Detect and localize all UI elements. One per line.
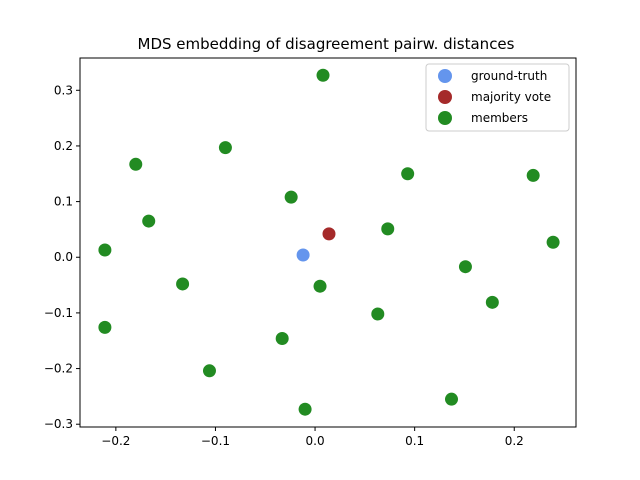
point-members	[316, 68, 330, 82]
legend-label: ground-truth	[471, 69, 547, 83]
y-tick-label: 0.3	[54, 83, 73, 97]
y-tick-label: −0.1	[44, 306, 73, 320]
y-tick-label: 0.2	[54, 139, 73, 153]
x-tick-label: 0.0	[306, 434, 325, 448]
point-members	[313, 279, 327, 293]
point-members	[284, 190, 298, 204]
point-members	[275, 332, 289, 346]
legend-box	[425, 63, 570, 132]
x-axis: −0.2 −0.1 0.0 0.1 0.2	[101, 427, 524, 448]
y-tick-label: 0.1	[54, 195, 73, 209]
x-tick-label: −0.2	[101, 434, 130, 448]
point-members	[401, 167, 415, 181]
data-points	[98, 68, 560, 416]
point-members	[202, 364, 216, 378]
x-tick-label: 0.1	[405, 434, 424, 448]
point-members	[218, 141, 232, 155]
point-members	[298, 402, 312, 416]
point-members	[546, 235, 560, 249]
point-members	[142, 214, 156, 228]
x-tick-label: −0.1	[201, 434, 230, 448]
legend-marker	[438, 69, 452, 83]
point-members	[98, 243, 112, 257]
point-members	[485, 295, 499, 309]
x-tick-label: 0.2	[505, 434, 524, 448]
y-tick-label: 0.0	[54, 250, 73, 264]
legend-label: majority vote	[471, 90, 551, 104]
chart-title: MDS embedding of disagreement pairw. dis…	[138, 35, 515, 53]
y-axis: −0.3 −0.2 −0.1 0.0 0.1 0.2 0.3	[44, 83, 80, 431]
point-members	[526, 168, 540, 182]
legend: ground-truth majority vote members	[425, 63, 570, 132]
point-members	[129, 157, 143, 171]
legend-marker	[438, 111, 452, 125]
point-members	[381, 222, 395, 236]
point-members	[445, 392, 459, 406]
legend-label: members	[471, 111, 528, 125]
point-majority-vote	[322, 227, 336, 241]
point-members	[98, 320, 112, 334]
point-members	[176, 277, 190, 291]
legend-marker	[438, 90, 452, 104]
point-members	[458, 260, 472, 274]
point-ground-truth	[296, 248, 310, 262]
point-members	[371, 307, 385, 321]
y-tick-label: −0.3	[44, 417, 73, 431]
plot-frame	[79, 57, 577, 428]
y-tick-label: −0.2	[44, 362, 73, 376]
